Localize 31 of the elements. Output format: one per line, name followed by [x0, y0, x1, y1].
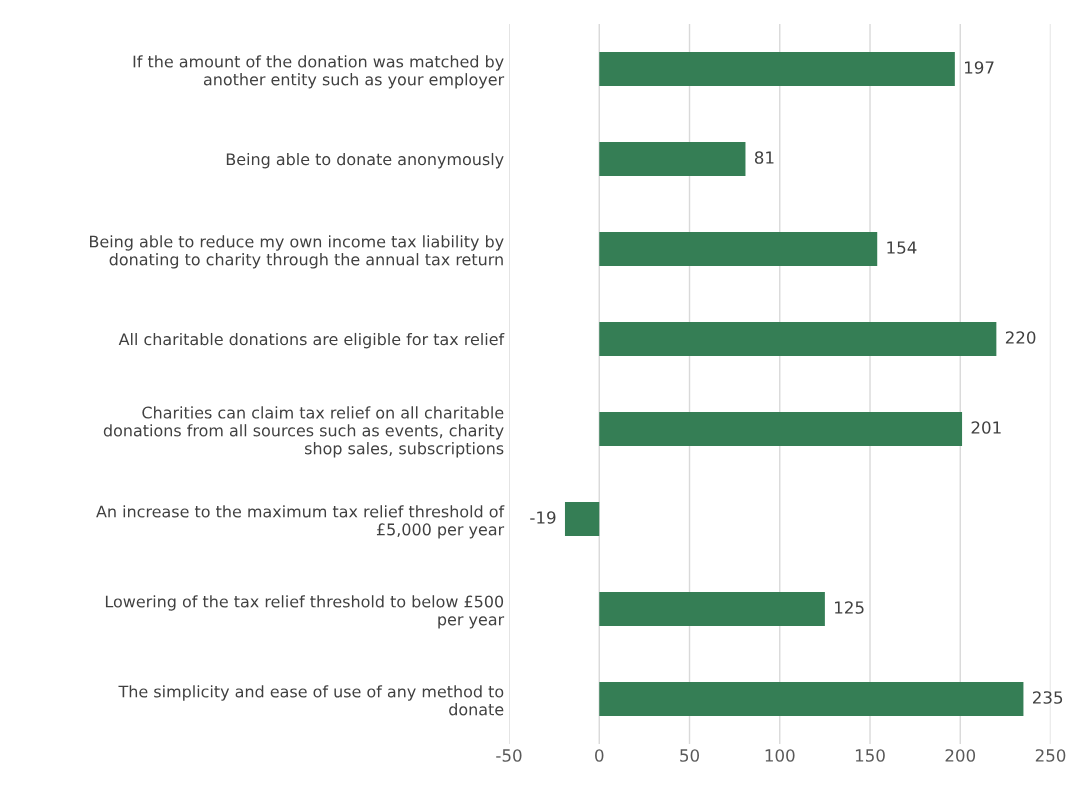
data-label: -19	[530, 511, 556, 524]
x-tick-label: 100	[765, 749, 795, 762]
y-tick-label: Lowering of the tax relief threshold to below £500 per year	[105, 595, 505, 629]
bar	[599, 231, 878, 267]
bar	[599, 411, 963, 447]
bar	[599, 51, 955, 87]
x-tick-label: 0	[595, 749, 604, 762]
y-tick-label: Being able to reduce my own income tax liability by donating to charity through the annual tax return	[90, 235, 504, 269]
data-label: 125	[835, 601, 864, 614]
x-tick-label: 150	[855, 749, 885, 762]
x-tick-label: 250	[1035, 749, 1066, 762]
data-label: 197	[965, 61, 994, 74]
y-tick-label: The simplicity and ease of use of any method to donate	[118, 685, 504, 716]
bar	[599, 141, 746, 177]
bar	[599, 591, 825, 627]
data-label: 201	[971, 421, 1001, 434]
y-tick-label: All charitable donations are eligible for tax relief	[118, 332, 505, 349]
y-tick-label: An increase to the maximum tax relief threshold of £5,000 per year	[96, 505, 505, 539]
y-tick-label: Being able to donate anonymously	[226, 152, 504, 169]
bar	[599, 321, 997, 357]
x-tick-label: -50	[496, 749, 522, 762]
data-label: 81	[754, 151, 774, 164]
data-label: 235	[1032, 691, 1063, 704]
y-tick-label: Charities can claim tax relief on all charitable donations from all sources such as events, charity shop sales, subscriptions	[103, 406, 504, 458]
bar	[564, 501, 600, 537]
x-tick-label: 200	[945, 749, 976, 762]
data-label: 154	[887, 241, 917, 254]
bar	[599, 681, 1024, 717]
y-tick-label: If the amount of the donation was matched by another entity such as your employer	[133, 55, 505, 89]
data-label: 220	[1005, 331, 1036, 344]
x-tick-label: 50	[680, 749, 700, 762]
